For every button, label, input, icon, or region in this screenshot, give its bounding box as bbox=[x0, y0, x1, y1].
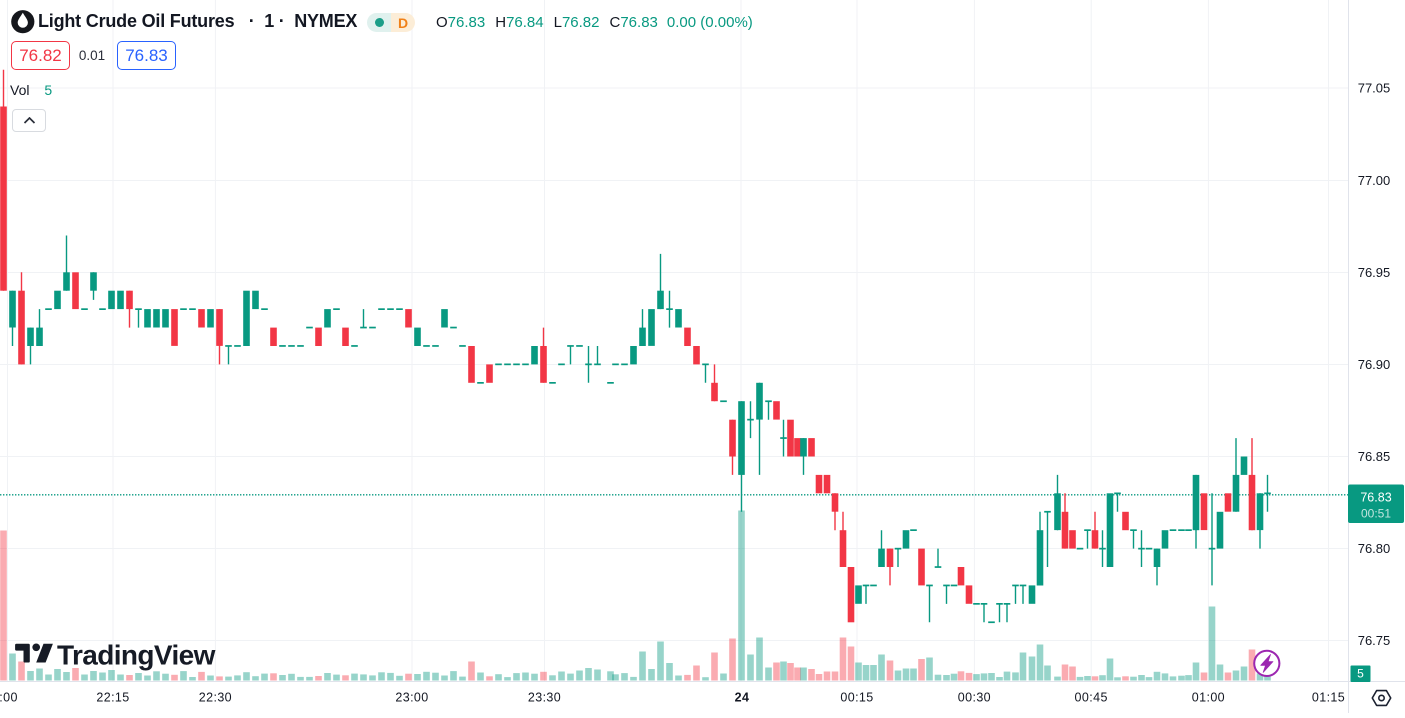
svg-text:5: 5 bbox=[1357, 667, 1364, 681]
svg-text:76.95: 76.95 bbox=[1358, 265, 1391, 280]
svg-text::00: :00 bbox=[0, 691, 18, 705]
svg-text:01:15: 01:15 bbox=[1312, 691, 1345, 705]
svg-text:00:30: 00:30 bbox=[958, 691, 991, 705]
svg-text:76.90: 76.90 bbox=[1358, 357, 1391, 372]
svg-text:01:00: 01:00 bbox=[1192, 691, 1225, 705]
svg-text:22:15: 22:15 bbox=[96, 691, 129, 705]
svg-text:22:30: 22:30 bbox=[199, 691, 232, 705]
svg-text:77.05: 77.05 bbox=[1358, 81, 1391, 96]
svg-text:76.85: 76.85 bbox=[1358, 449, 1391, 464]
svg-text:76.83: 76.83 bbox=[1360, 491, 1391, 505]
svg-text:00:45: 00:45 bbox=[1075, 691, 1108, 705]
svg-text:76.80: 76.80 bbox=[1358, 541, 1391, 556]
svg-text:TradingView: TradingView bbox=[57, 640, 216, 671]
svg-text:76.75: 76.75 bbox=[1358, 633, 1391, 648]
svg-text:23:00: 23:00 bbox=[395, 691, 428, 705]
svg-text:24: 24 bbox=[735, 691, 750, 705]
svg-text:00:51: 00:51 bbox=[1361, 507, 1391, 521]
svg-text:77.00: 77.00 bbox=[1358, 173, 1391, 188]
svg-text:23:30: 23:30 bbox=[528, 691, 561, 705]
svg-text:00:15: 00:15 bbox=[840, 691, 873, 705]
